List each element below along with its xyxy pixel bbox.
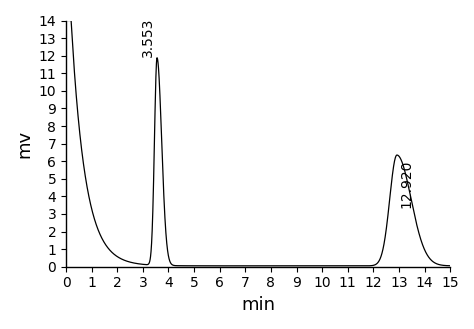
Y-axis label: mv: mv [15,130,33,158]
X-axis label: min: min [241,296,275,314]
Text: 3.553: 3.553 [141,18,155,58]
Text: 12.920: 12.920 [400,160,413,208]
